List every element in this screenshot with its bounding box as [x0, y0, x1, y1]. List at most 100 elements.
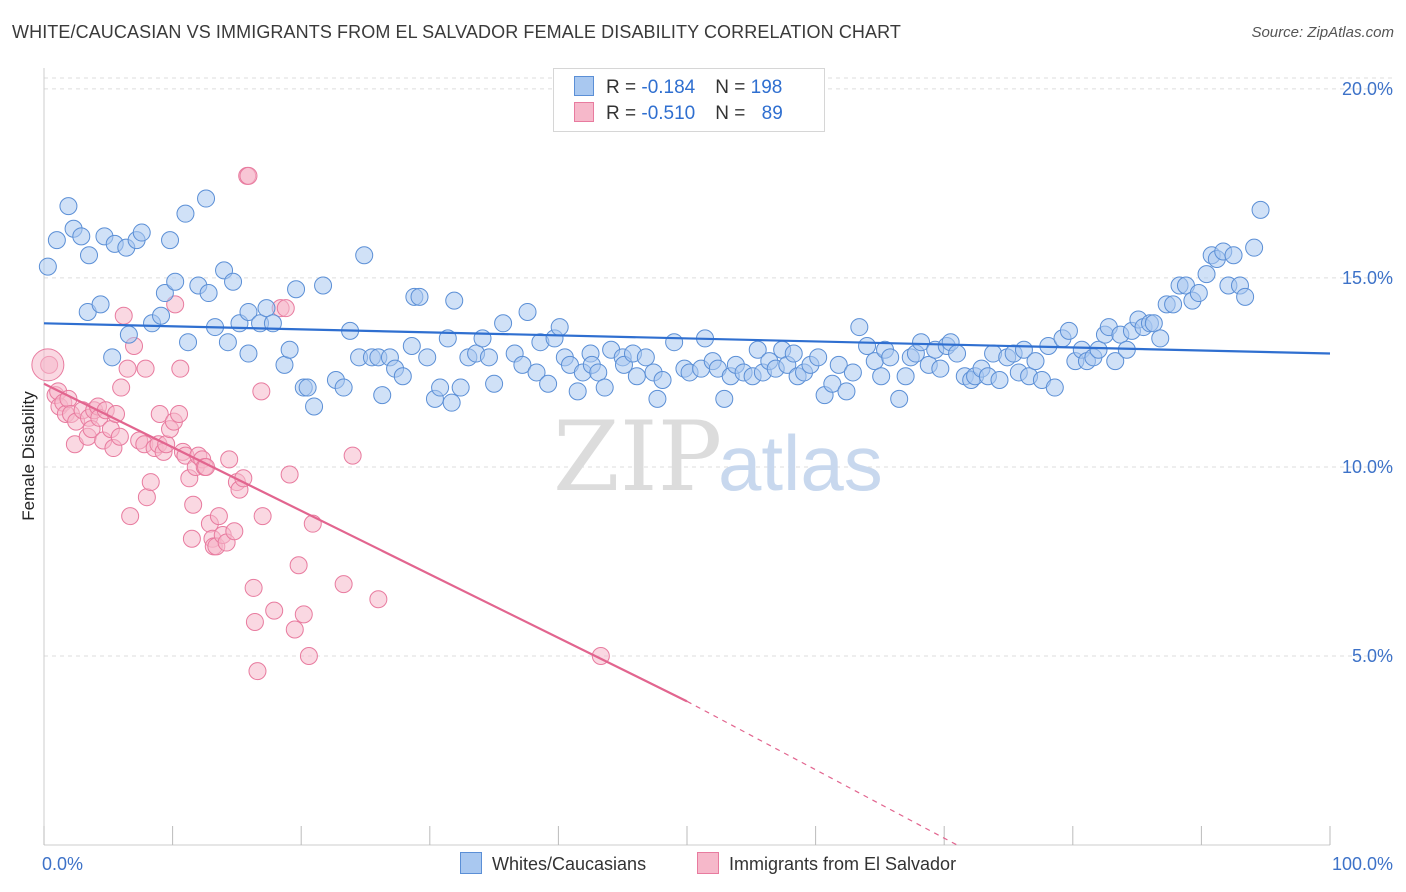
white-point	[513, 355, 532, 374]
el-salvador-point	[171, 359, 190, 378]
legend-row-white: R = -0.184 N = 198	[574, 76, 782, 100]
white-point	[550, 318, 569, 337]
white-point	[1236, 287, 1255, 306]
bottom-legend-white: Whites/Caucasians	[460, 852, 646, 875]
white-point	[494, 314, 513, 333]
el-salvador-point	[253, 507, 272, 526]
el-salvador-point	[118, 359, 137, 378]
watermark-zip: ZIP	[553, 401, 722, 513]
trend-lines	[43, 322, 1331, 846]
y-tick-label: 15.0%	[1342, 268, 1393, 288]
el-salvador-point	[245, 612, 264, 631]
white-point	[627, 367, 646, 386]
white-point	[275, 355, 294, 374]
white-point	[161, 231, 180, 250]
white-swatch	[574, 76, 594, 96]
el-salvador-point	[166, 295, 185, 314]
white-point	[837, 382, 856, 401]
el-salvador-point	[343, 446, 362, 465]
el-salvador-point	[182, 529, 201, 548]
white-point	[152, 306, 171, 325]
el-salvador-point	[112, 378, 131, 397]
x-tick-label: 0.0%	[42, 854, 83, 874]
white-point	[80, 246, 99, 265]
el-salvador-swatch	[697, 852, 719, 874]
white-point	[809, 348, 828, 367]
r-label: R =	[606, 103, 642, 124]
white-point	[438, 329, 457, 348]
r-value: -0.184	[641, 77, 696, 98]
white-point	[334, 378, 353, 397]
n-value: 198	[750, 77, 783, 98]
watermark-atlas: atlas	[718, 419, 883, 507]
el-salvador-point	[121, 507, 140, 526]
white-point	[912, 333, 931, 352]
white-trend-line	[43, 322, 1331, 355]
white-point	[91, 295, 110, 314]
white-point	[355, 246, 374, 265]
white-point	[166, 272, 185, 291]
el-salvador-point	[280, 465, 299, 484]
white-point	[155, 284, 174, 303]
el-salvador-point	[252, 382, 271, 401]
white-point	[1224, 246, 1243, 265]
n-label: N =	[715, 77, 751, 98]
white-point	[445, 291, 464, 310]
x-tick-labels: 0.0% 100.0%	[42, 854, 1393, 874]
el-salvador-point	[276, 299, 295, 318]
white-point	[1189, 284, 1208, 303]
white-point	[890, 389, 909, 408]
white-point	[103, 348, 122, 367]
white-point	[931, 359, 950, 378]
el-salvador-point	[289, 556, 308, 575]
white-point	[715, 389, 734, 408]
white-point	[665, 333, 684, 352]
white-point	[451, 378, 470, 397]
el-salvador-trend-extension	[686, 700, 958, 846]
white-point	[843, 363, 862, 382]
white-point	[527, 363, 546, 382]
white-point	[402, 336, 421, 355]
r-label: R =	[606, 77, 642, 98]
n-value: 89	[761, 103, 783, 124]
white-point	[748, 340, 767, 359]
bottom-legend-el-salvador: Immigrants from El Salvador	[697, 852, 956, 875]
white-swatch	[460, 852, 482, 874]
white-point	[38, 257, 57, 276]
y-tick-labels: 5.0% 10.0% 15.0% 20.0%	[1342, 79, 1393, 666]
white-point	[298, 378, 317, 397]
white-point	[179, 333, 198, 352]
el-salvador-point	[220, 450, 239, 469]
el-salvador-point	[114, 306, 133, 325]
axes	[43, 68, 1331, 846]
white-point	[72, 227, 91, 246]
white-point	[1251, 200, 1270, 219]
white-point	[589, 363, 608, 382]
white-point	[176, 204, 195, 223]
white-point	[442, 393, 461, 412]
el-salvador-point	[294, 605, 313, 624]
white-point	[1045, 378, 1064, 397]
chart-title: WHITE/CAUCASIAN VS IMMIGRANTS FROM EL SA…	[12, 22, 902, 42]
white-point	[850, 318, 869, 337]
white-point	[479, 348, 498, 367]
white-point	[418, 348, 437, 367]
el-salvador-point	[110, 427, 129, 446]
white-point	[1026, 352, 1045, 371]
white-point	[648, 389, 667, 408]
white-point	[1164, 295, 1183, 314]
el-salvador-point	[150, 405, 169, 424]
el-salvador-point	[265, 601, 284, 620]
white-point	[1106, 352, 1125, 371]
y-tick-label: 5.0%	[1352, 646, 1393, 666]
stats-legend: R = -0.184 N = 198 R = -0.510 N = 89	[553, 68, 825, 132]
white-point	[257, 299, 276, 318]
el-salvador-trend-line	[43, 382, 688, 703]
el-salvador-point	[31, 348, 65, 382]
white-point	[239, 344, 258, 363]
white-point	[539, 374, 558, 393]
white-point	[485, 374, 504, 393]
white-point	[431, 378, 450, 397]
white-point	[410, 287, 429, 306]
